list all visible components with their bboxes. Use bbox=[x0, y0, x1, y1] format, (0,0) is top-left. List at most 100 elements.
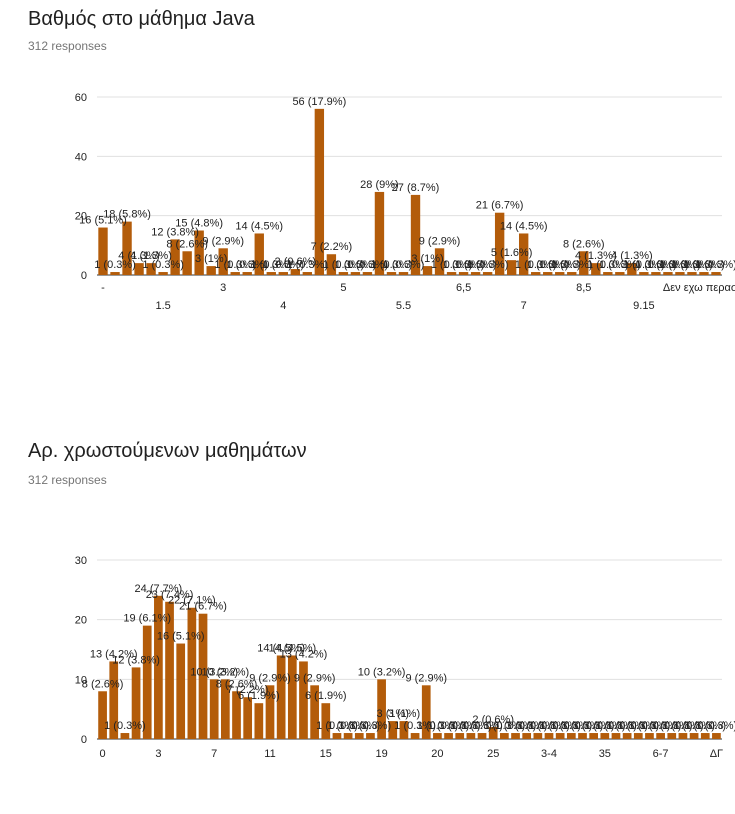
data-label: 1 (0.3%) bbox=[94, 259, 136, 271]
bar bbox=[506, 260, 517, 275]
data-label: 3 (1%) bbox=[411, 253, 443, 265]
data-label: 1 (0.3%) bbox=[371, 259, 413, 271]
x-tick-label: 25 bbox=[487, 748, 499, 760]
data-label: 19 (6.1%) bbox=[123, 613, 171, 625]
data-label: 5 (1.6%) bbox=[491, 247, 533, 259]
data-label: 7 (2.2%) bbox=[311, 241, 353, 253]
data-label: 1 (0.3%) bbox=[659, 259, 701, 271]
x-tick-label: 6-7 bbox=[653, 748, 669, 760]
bar bbox=[142, 625, 152, 739]
bar bbox=[110, 272, 120, 275]
bar bbox=[299, 661, 308, 739]
bar bbox=[146, 263, 156, 275]
data-label: 9 (2.9%) bbox=[294, 672, 336, 684]
bar bbox=[388, 721, 398, 739]
bar bbox=[170, 239, 180, 275]
data-label: 1 (0.3%) bbox=[673, 720, 715, 732]
data-label: 1 (0.3%) bbox=[263, 259, 305, 271]
data-label: 1 (0.3%) bbox=[104, 720, 146, 732]
data-label: 1 (0.3%) bbox=[214, 259, 256, 271]
bar bbox=[651, 272, 661, 275]
data-label: 1 (0.3%) bbox=[618, 720, 660, 732]
bar bbox=[470, 272, 481, 275]
x-tick-label: Δεν εχω περασει bbox=[663, 282, 735, 294]
data-label: 14 (4.5%) bbox=[235, 220, 283, 232]
bar bbox=[265, 685, 275, 739]
bar bbox=[287, 655, 297, 739]
bar bbox=[134, 263, 144, 275]
x-tick-label: 15 bbox=[320, 748, 332, 760]
data-label: 1 (0.3%) bbox=[467, 259, 509, 271]
bar bbox=[182, 251, 192, 275]
data-label: 1 (0.3%) bbox=[647, 259, 689, 271]
data-label: 9 (2.9%) bbox=[419, 235, 461, 247]
bar bbox=[242, 272, 252, 275]
data-label: 1 (0.3%) bbox=[495, 720, 537, 732]
bar bbox=[206, 266, 216, 275]
data-label: 8 (2.6%) bbox=[166, 238, 208, 250]
data-label: 1 (0.3%) bbox=[517, 720, 559, 732]
data-label: 10 (3.2%) bbox=[201, 666, 249, 678]
bar bbox=[494, 212, 505, 275]
bar bbox=[591, 263, 601, 275]
bar bbox=[266, 272, 276, 275]
data-label: 1 (0.3%) bbox=[695, 259, 735, 271]
response-count: 312 responses bbox=[28, 473, 107, 487]
data-label: 1 (0.3%) bbox=[394, 720, 436, 732]
data-label: 8 (2.6%) bbox=[82, 678, 124, 690]
data-label: 56 (17.9%) bbox=[292, 96, 346, 108]
chart-title: Αρ. χρωστούμενων μαθημάτων bbox=[28, 440, 307, 462]
bar bbox=[567, 272, 577, 275]
data-label: 1 (0.3%) bbox=[635, 259, 677, 271]
bar bbox=[377, 679, 386, 739]
x-tick-label: 11 bbox=[264, 748, 275, 760]
bar bbox=[209, 679, 219, 739]
bar bbox=[321, 703, 331, 739]
data-label: 1 (0.3%) bbox=[696, 720, 735, 732]
data-label: 14 (4.5%) bbox=[500, 220, 548, 232]
data-label: 1 (0.3%) bbox=[347, 259, 389, 271]
data-label: 1 (0.3%) bbox=[142, 259, 184, 271]
bar bbox=[675, 272, 685, 275]
bar bbox=[220, 679, 230, 739]
y-tick-label: 0 bbox=[81, 734, 87, 746]
data-label: 1 (0.3%) bbox=[651, 720, 693, 732]
bar bbox=[627, 263, 637, 275]
bar bbox=[176, 643, 186, 739]
bar bbox=[699, 272, 709, 275]
data-label: 13 (4.2%) bbox=[280, 648, 328, 660]
x-tick-label: 5 bbox=[340, 282, 346, 294]
bar bbox=[154, 595, 163, 739]
y-tick-label: 20 bbox=[75, 211, 87, 223]
bar bbox=[398, 272, 409, 275]
bar bbox=[98, 227, 108, 275]
x-tick-label: 3 bbox=[220, 282, 226, 294]
data-label: 1 (0.3%) bbox=[461, 720, 503, 732]
data-label: 1 (0.3%) bbox=[439, 720, 481, 732]
data-label: 1 (0.3%) bbox=[662, 720, 704, 732]
bar bbox=[326, 254, 337, 275]
bar bbox=[488, 727, 498, 739]
bar bbox=[194, 230, 204, 275]
bar bbox=[421, 685, 431, 739]
bar bbox=[446, 272, 457, 275]
data-label: 16 (5.1%) bbox=[157, 631, 205, 643]
chart-title: Βαθμός στο μάθημα Java bbox=[28, 8, 255, 30]
x-tick-label: 7 bbox=[521, 300, 527, 312]
x-tick-label: 5.5 bbox=[396, 300, 411, 312]
bar bbox=[518, 233, 529, 275]
data-label: 13 (4.2%) bbox=[90, 648, 138, 660]
data-label: 1 (0.3%) bbox=[584, 720, 626, 732]
data-label: 4 (1.3%) bbox=[575, 250, 617, 262]
y-tick-label: 0 bbox=[81, 270, 87, 282]
data-label: 3 (1%) bbox=[377, 708, 409, 720]
y-tick-label: 20 bbox=[75, 615, 87, 627]
x-tick-label: 3 bbox=[155, 748, 161, 760]
bar bbox=[482, 272, 493, 275]
data-label: 7 (2.2%) bbox=[227, 684, 269, 696]
bar bbox=[555, 272, 565, 275]
x-tick-label: 3-4 bbox=[541, 748, 557, 760]
data-label: 1 (0.3%) bbox=[338, 720, 380, 732]
bar-chart-java-grade: 0 20 40 60 16 (5.1%) 1 (0.3%) 18 (5.8%) 4 (1.3%… bbox=[75, 92, 735, 312]
